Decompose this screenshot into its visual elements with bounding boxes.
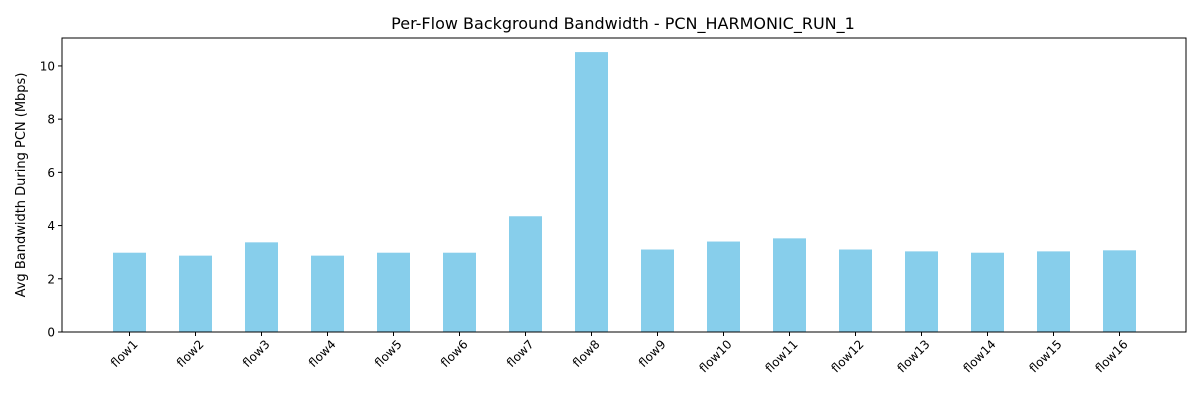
x-tick-label: flow10 — [696, 337, 734, 375]
x-tick-label: flow15 — [1026, 337, 1064, 375]
y-tick-label: 2 — [47, 272, 55, 286]
y-tick-label: 8 — [47, 113, 55, 127]
bar-flow3 — [245, 242, 278, 332]
y-tick-label: 4 — [47, 219, 55, 233]
bar-flow16 — [1103, 250, 1136, 332]
x-tick-label: flow5 — [372, 337, 405, 370]
bar-flow14 — [971, 252, 1004, 332]
bar-flow1 — [113, 252, 146, 332]
bar-flow8 — [575, 52, 608, 332]
bar-flow9 — [641, 249, 674, 332]
x-tick-label: flow6 — [438, 337, 471, 370]
bar-flow10 — [707, 241, 740, 332]
bar-flow15 — [1037, 251, 1070, 332]
y-tick-label: 0 — [47, 326, 55, 340]
chart-title: Per-Flow Background Bandwidth - PCN_HARM… — [391, 14, 855, 34]
plot-frame — [61, 37, 1187, 333]
bar-flow11 — [773, 238, 806, 332]
bar-flow2 — [179, 255, 212, 332]
x-tick-label: flow4 — [306, 337, 339, 370]
x-tick-label: flow12 — [828, 337, 866, 375]
x-tick-label: flow1 — [108, 337, 141, 370]
bar-flow5 — [377, 252, 410, 332]
bar-flow6 — [443, 252, 476, 332]
y-tick-label: 6 — [47, 166, 55, 180]
x-tick-label: flow11 — [762, 337, 800, 375]
bar-flow12 — [839, 249, 872, 332]
y-axis-label: Avg Bandwidth During PCN (Mbps) — [14, 73, 29, 298]
x-tick-label: flow9 — [636, 337, 669, 370]
x-tick-label: flow2 — [174, 337, 207, 370]
x-tick-label: flow3 — [240, 337, 273, 370]
bar-flow4 — [311, 255, 344, 332]
bar-flow13 — [905, 251, 938, 332]
x-tick-label: flow16 — [1092, 337, 1130, 375]
bar-flow7 — [509, 216, 542, 332]
x-tick-label: flow7 — [504, 337, 537, 370]
x-tick-label: flow8 — [570, 337, 603, 370]
x-tick-label: flow13 — [894, 337, 932, 375]
plot-area: 0 2 4 6 8 10 flow1 flow2 flow3 flow4 flow5 flow6 flo… — [40, 37, 1187, 375]
x-tick-label: flow14 — [960, 337, 998, 375]
y-tick-label: 10 — [40, 59, 55, 73]
